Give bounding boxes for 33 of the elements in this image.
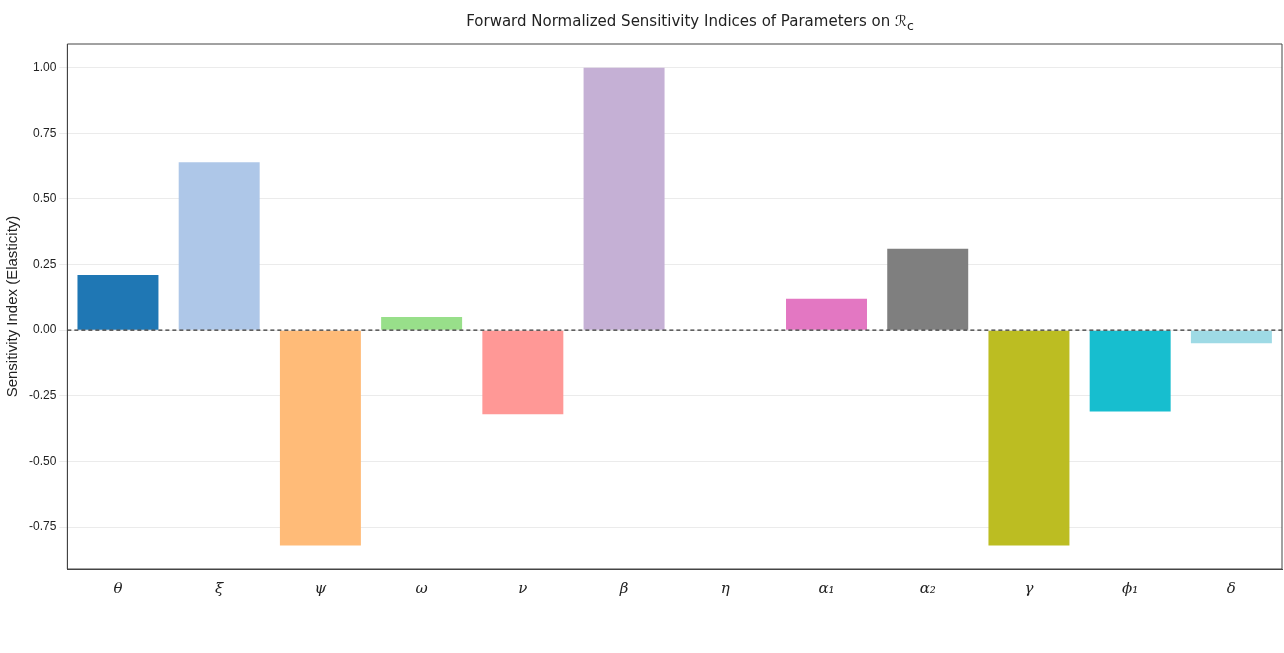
x-tick-label: ν bbox=[518, 578, 528, 597]
x-tick-label: β bbox=[618, 578, 629, 597]
x-tick-label: δ bbox=[1226, 578, 1236, 597]
x-tick-label: ξ bbox=[215, 578, 225, 597]
x-tick-label: ψ bbox=[314, 578, 327, 597]
y-tick-label: 0.25 bbox=[32, 256, 57, 271]
y-tick-label: 0.50 bbox=[32, 191, 57, 206]
bar bbox=[1089, 330, 1171, 412]
bar bbox=[77, 275, 159, 330]
bar bbox=[381, 317, 463, 330]
bar bbox=[786, 298, 867, 330]
bar bbox=[887, 248, 969, 330]
y-tick-label: 0.75 bbox=[32, 125, 57, 140]
x-tick-label: α₁ bbox=[818, 578, 835, 597]
x-tick-label: α₂ bbox=[919, 578, 936, 597]
bar bbox=[1190, 330, 1272, 344]
y-tick-label: 1.00 bbox=[32, 59, 57, 74]
x-tick-label: θ bbox=[113, 578, 123, 597]
bar bbox=[178, 162, 260, 330]
bar bbox=[279, 330, 361, 546]
x-tick-label: ϕ₁ bbox=[1122, 578, 1139, 597]
y-axis-title: Sensitivity Index (Elasticity) bbox=[3, 215, 21, 398]
y-tick-label: -0.50 bbox=[28, 453, 57, 468]
y-tick-label: -0.75 bbox=[28, 519, 57, 534]
bar bbox=[583, 67, 665, 330]
x-tick-label: γ bbox=[1024, 578, 1034, 597]
x-tick-label: η bbox=[720, 578, 730, 597]
x-tick-label: ω bbox=[415, 578, 428, 597]
chart-title: Forward Normalized Sensitivity Indices of Parameters on ℛ$_{c}$ bbox=[465, 12, 915, 33]
y-tick-label: 0.00 bbox=[32, 322, 57, 337]
bar bbox=[482, 330, 564, 415]
bar bbox=[988, 330, 1070, 546]
y-tick-label: -0.25 bbox=[28, 388, 57, 403]
